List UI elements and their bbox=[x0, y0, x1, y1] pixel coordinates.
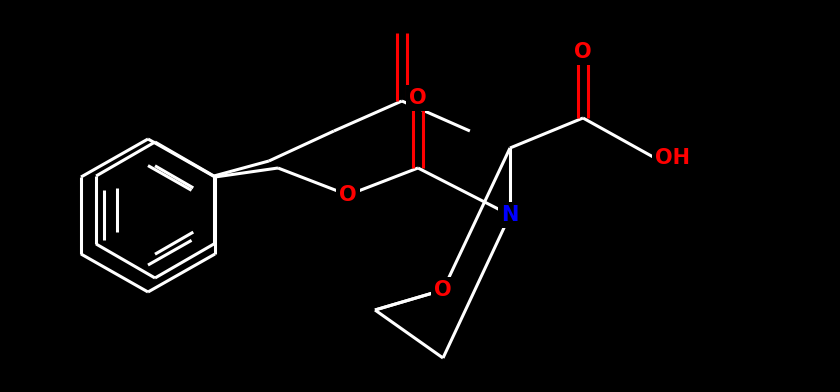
Text: O: O bbox=[409, 88, 427, 108]
Text: N: N bbox=[501, 205, 518, 225]
Text: OH: OH bbox=[655, 148, 690, 168]
Text: O: O bbox=[434, 280, 452, 300]
Text: O: O bbox=[575, 42, 592, 62]
Text: O: O bbox=[339, 185, 357, 205]
